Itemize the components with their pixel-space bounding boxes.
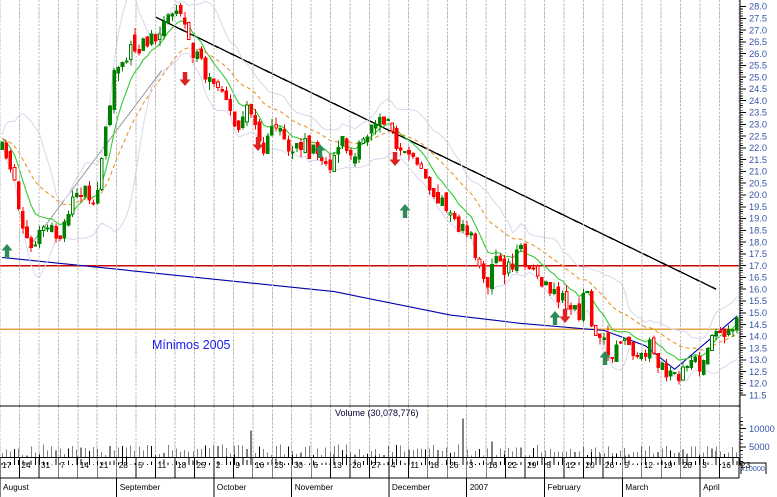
- svg-text:23.0: 23.0: [749, 120, 767, 130]
- svg-text:30: 30: [294, 460, 304, 470]
- svg-text:21: 21: [99, 460, 109, 470]
- svg-text:15.5: 15.5: [749, 296, 767, 306]
- svg-text:11: 11: [158, 460, 167, 470]
- svg-text:15.0: 15.0: [749, 308, 767, 318]
- svg-text:2: 2: [216, 460, 221, 470]
- svg-text:25.0: 25.0: [749, 72, 767, 82]
- svg-text:25.5: 25.5: [749, 61, 767, 71]
- svg-text:16.5: 16.5: [749, 273, 767, 283]
- svg-text:26: 26: [449, 460, 459, 470]
- svg-text:11: 11: [410, 460, 419, 470]
- svg-text:3: 3: [702, 460, 707, 470]
- svg-text:5000: 5000: [749, 442, 770, 452]
- svg-text:12: 12: [566, 460, 576, 470]
- svg-text:Volume (30,078,776): Volume (30,078,776): [335, 408, 419, 418]
- svg-text:23.5: 23.5: [749, 108, 767, 118]
- svg-text:22.5: 22.5: [749, 131, 767, 141]
- svg-text:14: 14: [80, 460, 90, 470]
- svg-text:31: 31: [41, 460, 51, 470]
- svg-text:20: 20: [352, 460, 362, 470]
- svg-text:17.5: 17.5: [749, 249, 767, 259]
- svg-text:14.0: 14.0: [749, 332, 767, 342]
- svg-text:20.0: 20.0: [749, 190, 767, 200]
- svg-text:18.0: 18.0: [749, 237, 767, 247]
- svg-text:28.0: 28.0: [749, 2, 767, 12]
- svg-text:9: 9: [235, 460, 240, 470]
- svg-text:December: December: [392, 482, 431, 492]
- svg-text:26: 26: [683, 460, 693, 470]
- svg-text:5: 5: [624, 460, 629, 470]
- svg-text:5: 5: [547, 460, 552, 470]
- svg-text:7: 7: [60, 460, 65, 470]
- svg-text:13.0: 13.0: [749, 355, 767, 365]
- svg-text:2007: 2007: [470, 482, 489, 492]
- svg-text:17: 17: [2, 460, 12, 470]
- svg-text:11.5: 11.5: [749, 390, 766, 400]
- svg-text:April: April: [703, 482, 720, 492]
- svg-text:13.5: 13.5: [749, 343, 767, 353]
- svg-text:24: 24: [21, 460, 31, 470]
- svg-text:6: 6: [313, 460, 318, 470]
- svg-text:22.0: 22.0: [749, 143, 767, 153]
- svg-text:24.5: 24.5: [749, 84, 767, 94]
- svg-text:20.5: 20.5: [749, 178, 767, 188]
- svg-text:17.0: 17.0: [749, 261, 767, 271]
- svg-text:13: 13: [333, 460, 343, 470]
- svg-text:3: 3: [469, 460, 474, 470]
- svg-text:August: August: [3, 482, 30, 492]
- svg-text:23: 23: [741, 460, 751, 470]
- svg-text:27.5: 27.5: [749, 14, 767, 24]
- svg-text:29: 29: [527, 460, 537, 470]
- svg-text:14.5: 14.5: [749, 320, 767, 330]
- svg-text:26.0: 26.0: [749, 49, 767, 59]
- svg-text:27: 27: [372, 460, 382, 470]
- svg-text:20: 20: [585, 460, 595, 470]
- svg-text:26: 26: [605, 460, 615, 470]
- svg-text:16: 16: [255, 460, 265, 470]
- svg-text:12.5: 12.5: [749, 367, 767, 377]
- svg-text:22: 22: [508, 460, 518, 470]
- svg-text:24.0: 24.0: [749, 96, 767, 106]
- svg-text:12.0: 12.0: [749, 379, 767, 389]
- svg-text:18.5: 18.5: [749, 226, 767, 236]
- svg-text:10000: 10000: [749, 424, 775, 434]
- svg-text:Mínimos 2005: Mínimos 2005: [152, 338, 231, 352]
- svg-text:16.0: 16.0: [749, 284, 767, 294]
- svg-text:19.5: 19.5: [749, 202, 767, 212]
- svg-text:September: September: [120, 482, 161, 492]
- svg-text:27.0: 27.0: [749, 25, 767, 35]
- svg-text:February: February: [548, 482, 582, 492]
- svg-text:March: March: [625, 482, 648, 492]
- svg-text:26.5: 26.5: [749, 37, 767, 47]
- svg-text:12: 12: [644, 460, 654, 470]
- svg-text:19: 19: [663, 460, 673, 470]
- svg-text:16: 16: [488, 460, 498, 470]
- svg-text:October: October: [217, 482, 247, 492]
- svg-text:19.0: 19.0: [749, 214, 767, 224]
- svg-text:4: 4: [391, 460, 396, 470]
- svg-text:23: 23: [274, 460, 284, 470]
- svg-text:21.5: 21.5: [749, 155, 767, 165]
- svg-text:28: 28: [119, 460, 129, 470]
- svg-text:18: 18: [177, 460, 187, 470]
- svg-text:5: 5: [138, 460, 143, 470]
- svg-text:25: 25: [197, 460, 207, 470]
- svg-text:21.0: 21.0: [749, 167, 767, 177]
- svg-text:16: 16: [722, 460, 732, 470]
- svg-text:18: 18: [430, 460, 440, 470]
- svg-text:November: November: [295, 482, 334, 492]
